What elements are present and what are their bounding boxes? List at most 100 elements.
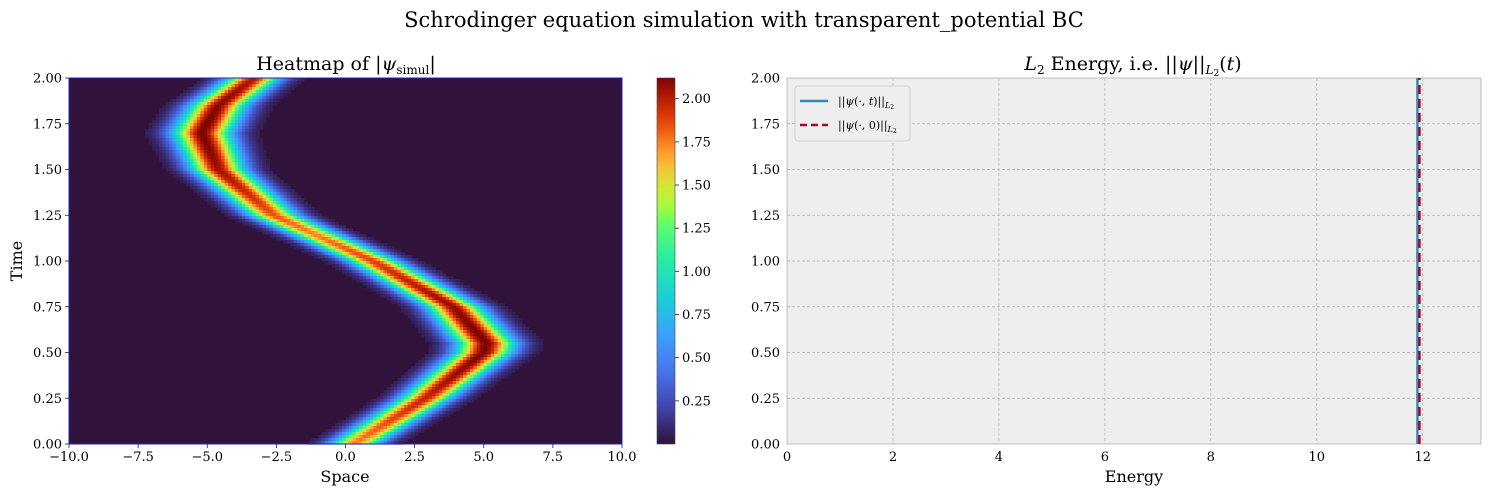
heatmap-cell (189, 177, 195, 181)
heatmap-cell (428, 276, 433, 280)
heatmap-cell (262, 99, 267, 103)
heatmap-cell (245, 192, 250, 196)
heatmap-cell (193, 117, 198, 121)
heatmap-cell (214, 186, 219, 190)
heatmap-cell (210, 183, 215, 187)
heatmap-cell (255, 138, 260, 142)
heatmap-cell (231, 150, 236, 154)
heatmap-cell (276, 189, 281, 193)
heatmap-cell (449, 327, 454, 331)
heatmap-cell (203, 156, 208, 160)
heatmap-cell (431, 309, 436, 313)
heatmap-cell (366, 249, 371, 253)
heatmap-cell (259, 165, 264, 169)
heatmap-cell (428, 300, 433, 304)
heatmap-cell (438, 390, 443, 394)
heatmap-cell (207, 81, 212, 85)
heatmap-cell (487, 354, 492, 358)
heatmap-cell (393, 276, 398, 280)
heatmap-cell (269, 186, 274, 190)
heatmap-cell (445, 318, 450, 322)
heatmap-cell (179, 99, 184, 103)
heatmap-cell (151, 141, 157, 145)
heatmap-cell (176, 123, 181, 127)
heatmap-cell (241, 90, 246, 94)
heatmap-cell (393, 297, 398, 301)
heatmap-cell (252, 213, 257, 217)
heatmap-cell (456, 348, 461, 352)
heatmap-cell (428, 360, 433, 364)
heatmap-cell (390, 249, 395, 253)
heatmap-cell (196, 138, 201, 142)
heatmap-cell (431, 288, 436, 292)
heatmap-cell (438, 312, 443, 316)
heatmap-cell (487, 339, 492, 343)
heatmap-cell (442, 378, 447, 382)
heatmap-cell (373, 408, 378, 412)
heatmap-cell (380, 399, 385, 403)
heatmap-cell (345, 243, 350, 247)
heatmap-cell (469, 288, 474, 292)
heatmap-cell (400, 435, 405, 439)
heatmap-cell (179, 111, 184, 115)
heatmap-cell (476, 336, 481, 340)
heatmap-cell (369, 426, 374, 430)
heatmap-cell (362, 234, 367, 238)
heatmap-cell (259, 156, 264, 160)
heatmap-cell (293, 84, 298, 88)
heatmap-cell (196, 153, 201, 157)
heatmap-cell (165, 153, 170, 157)
heatmap-cell (231, 210, 236, 214)
heatmap-cell (342, 243, 347, 247)
heatmap-cell (221, 114, 226, 118)
heatmap-cell (179, 117, 184, 121)
heatmap-cell (148, 135, 153, 139)
heatmap-cell (431, 405, 436, 409)
heatmap-cell (535, 336, 540, 340)
heatmap-cell (390, 273, 395, 277)
heatmap-cell (245, 129, 250, 133)
heatmap-cell (418, 318, 423, 322)
heatmap-cell (376, 423, 381, 427)
heatmap-cell (186, 93, 191, 97)
heatmap-cell (424, 372, 430, 376)
heatmap-cell (234, 84, 239, 88)
heatmap-cell (476, 303, 481, 307)
heatmap-cell (411, 294, 416, 298)
heatmap-cell (255, 198, 260, 202)
heatmap-cell (428, 366, 433, 370)
heatmap-cell (393, 429, 398, 433)
heatmap-cell (348, 417, 354, 421)
heatmap-cell (418, 393, 423, 397)
energy-y-tick-label: 0.25 (751, 392, 780, 407)
heatmap-cell (259, 189, 264, 193)
heatmap-cell (411, 375, 416, 379)
heatmap-cell (449, 336, 454, 340)
heatmap-cell (335, 225, 340, 229)
heatmap-cell (165, 144, 170, 148)
heatmap-cell (269, 201, 274, 205)
heatmap-cell (397, 438, 402, 442)
heatmap-cell (262, 231, 267, 235)
heatmap-cell (252, 138, 257, 142)
heatmap-cell (231, 204, 236, 208)
heatmap-cell (338, 246, 343, 250)
heatmap-cell (373, 399, 378, 403)
energy-x-ticks: 0 2 4 6 8 10 12 (783, 450, 1431, 465)
heatmap-cell (404, 402, 409, 406)
heatmap-cell (317, 246, 322, 250)
heatmap-cell (165, 126, 170, 130)
heatmap-cell (390, 291, 395, 295)
heatmap-cell (362, 267, 367, 271)
heatmap-cell (400, 279, 405, 283)
heatmap-cell (473, 360, 478, 364)
heatmap-cell (269, 213, 274, 217)
heatmap-cell (276, 219, 281, 223)
heatmap-cell (331, 249, 336, 253)
heatmap-cell (217, 90, 222, 94)
heatmap-cell (200, 156, 205, 160)
heatmap-cell (476, 333, 481, 337)
heatmap-cell (411, 369, 416, 373)
heatmap-cell (452, 363, 457, 367)
